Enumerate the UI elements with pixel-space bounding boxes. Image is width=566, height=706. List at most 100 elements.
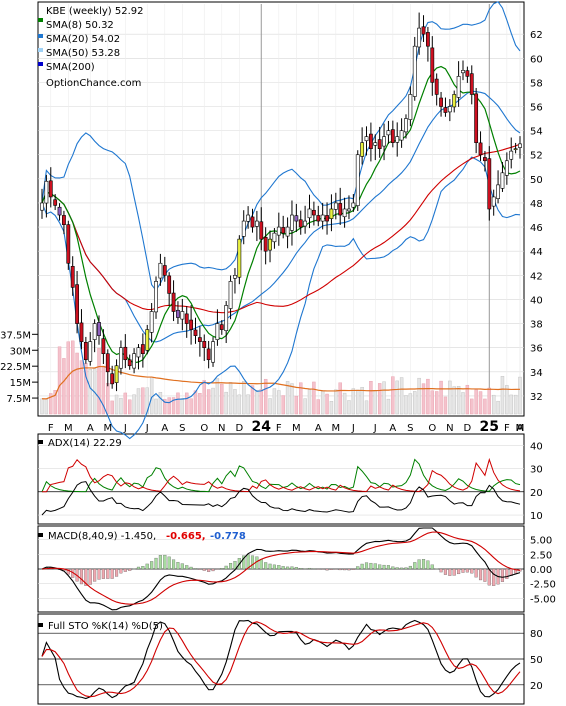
- volume-bar: [307, 389, 312, 415]
- macd-histogram-bar: [321, 568, 325, 570]
- macd-histogram-bar: [334, 568, 338, 570]
- candle-body: [329, 208, 334, 219]
- macd-histogram-bar: [79, 568, 84, 585]
- time-tick-label: A: [389, 423, 396, 434]
- volume-bar: [158, 392, 163, 415]
- candle-body: [465, 70, 470, 77]
- macd-histogram-bar: [426, 560, 430, 570]
- volume-bar: [299, 382, 303, 415]
- macd-histogram-bar: [461, 568, 465, 573]
- candle-body: [162, 265, 167, 276]
- volume-bar: [268, 398, 272, 415]
- volume-bar: [277, 390, 281, 415]
- volume-bar: [316, 399, 320, 415]
- candle-body: [496, 184, 500, 199]
- macd-histogram-bar: [281, 566, 285, 570]
- candle-body: [373, 142, 378, 146]
- volume-bar: [382, 381, 386, 415]
- volume-bar: [141, 387, 145, 415]
- volume-tick-label: 15M: [10, 378, 31, 389]
- price-tick-label: 46: [530, 223, 543, 234]
- time-tick-label: A: [517, 423, 524, 434]
- time-tick-label: 25: [480, 419, 499, 435]
- candle-body: [333, 202, 338, 210]
- candle-body: [184, 313, 189, 324]
- candle-body: [447, 106, 452, 113]
- volume-bar: [132, 394, 136, 415]
- volume-bar: [149, 377, 154, 415]
- volume-bar: [66, 341, 71, 415]
- volume-bar: [246, 394, 250, 415]
- macd-histogram-bar: [299, 568, 303, 570]
- time-tick-label: M: [64, 423, 73, 434]
- macd-histogram-bar: [408, 565, 412, 570]
- volume-bar: [237, 394, 242, 415]
- indicator-lines: [41, 1, 521, 700]
- sto-legend: Full STO %K(14) %D(5): [38, 621, 163, 632]
- candle-body: [338, 203, 343, 216]
- sto-title: Full STO %K(14) %D(5): [48, 621, 163, 632]
- volume-bar: [395, 380, 399, 415]
- minus-di-line: [42, 457, 521, 493]
- candle-body: [404, 118, 408, 133]
- candle-body: [259, 221, 264, 240]
- macd-histogram-bar: [452, 568, 456, 576]
- candle-body: [197, 337, 202, 342]
- volume-bar: [189, 398, 193, 415]
- chart-title: KBE (weekly) 52.92: [46, 6, 144, 17]
- macd-histogram-bar: [514, 568, 518, 574]
- macd-histogram-bar: [439, 568, 443, 573]
- macd-histogram-bar: [360, 563, 364, 570]
- volume-bar: [224, 391, 228, 415]
- time-tick-label: S: [407, 423, 413, 434]
- candle-body: [219, 324, 224, 330]
- volume-bar: [364, 400, 369, 415]
- candle-body: [491, 196, 496, 207]
- macd-histogram-bar: [154, 557, 158, 570]
- volume-bar: [360, 387, 364, 415]
- volume-tick-label: 22.5M: [0, 362, 31, 373]
- macd-histogram-bar: [141, 566, 145, 570]
- volume-bar: [404, 395, 408, 415]
- macd-histogram-bar: [391, 566, 395, 570]
- volume-bar: [430, 390, 434, 415]
- time-tick-label: M: [103, 423, 112, 434]
- volume-bar: [470, 398, 474, 415]
- time-tick-label: D: [464, 423, 472, 434]
- price-tick-label: 42: [530, 271, 543, 282]
- macd-histogram-bar: [329, 568, 333, 570]
- legend-sma200: SMA(200): [46, 62, 95, 73]
- volume-bar: [97, 347, 101, 415]
- volume-bar: [513, 394, 518, 415]
- macd-histogram-bar: [478, 568, 483, 581]
- candle-body: [97, 322, 101, 336]
- candle-body: [347, 208, 351, 212]
- volume-bar: [154, 398, 158, 415]
- price-tick-label: 62: [530, 30, 543, 41]
- price-tick-label: 40: [530, 295, 543, 306]
- time-tick-label: J: [351, 423, 355, 434]
- macd-histogram-bar: [97, 568, 101, 580]
- time-tick-label: A: [161, 423, 168, 434]
- time-tick-label: M: [516, 423, 525, 434]
- sma200-swatch: [38, 62, 43, 66]
- candle-body: [316, 215, 321, 222]
- adx-tick-label: 10: [530, 511, 543, 522]
- volume-bar: [263, 378, 268, 415]
- volume-bar: [351, 388, 356, 415]
- candle-body: [325, 215, 329, 222]
- time-tick-label: A: [87, 423, 94, 434]
- volume-bar: [193, 390, 198, 415]
- candle-body: [189, 319, 194, 330]
- candle-body: [417, 27, 422, 48]
- plus-di-line: [41, 458, 521, 493]
- macd-histogram-bar: [215, 568, 219, 570]
- candle-body: [408, 94, 413, 120]
- volume-bar: [259, 389, 263, 415]
- volume-bar: [167, 397, 171, 415]
- volume-bar: [421, 383, 426, 415]
- candle-body: [92, 323, 97, 340]
- candle-body: [263, 236, 268, 252]
- macd-histogram-bar: [356, 566, 360, 570]
- volume-bar: [452, 386, 456, 415]
